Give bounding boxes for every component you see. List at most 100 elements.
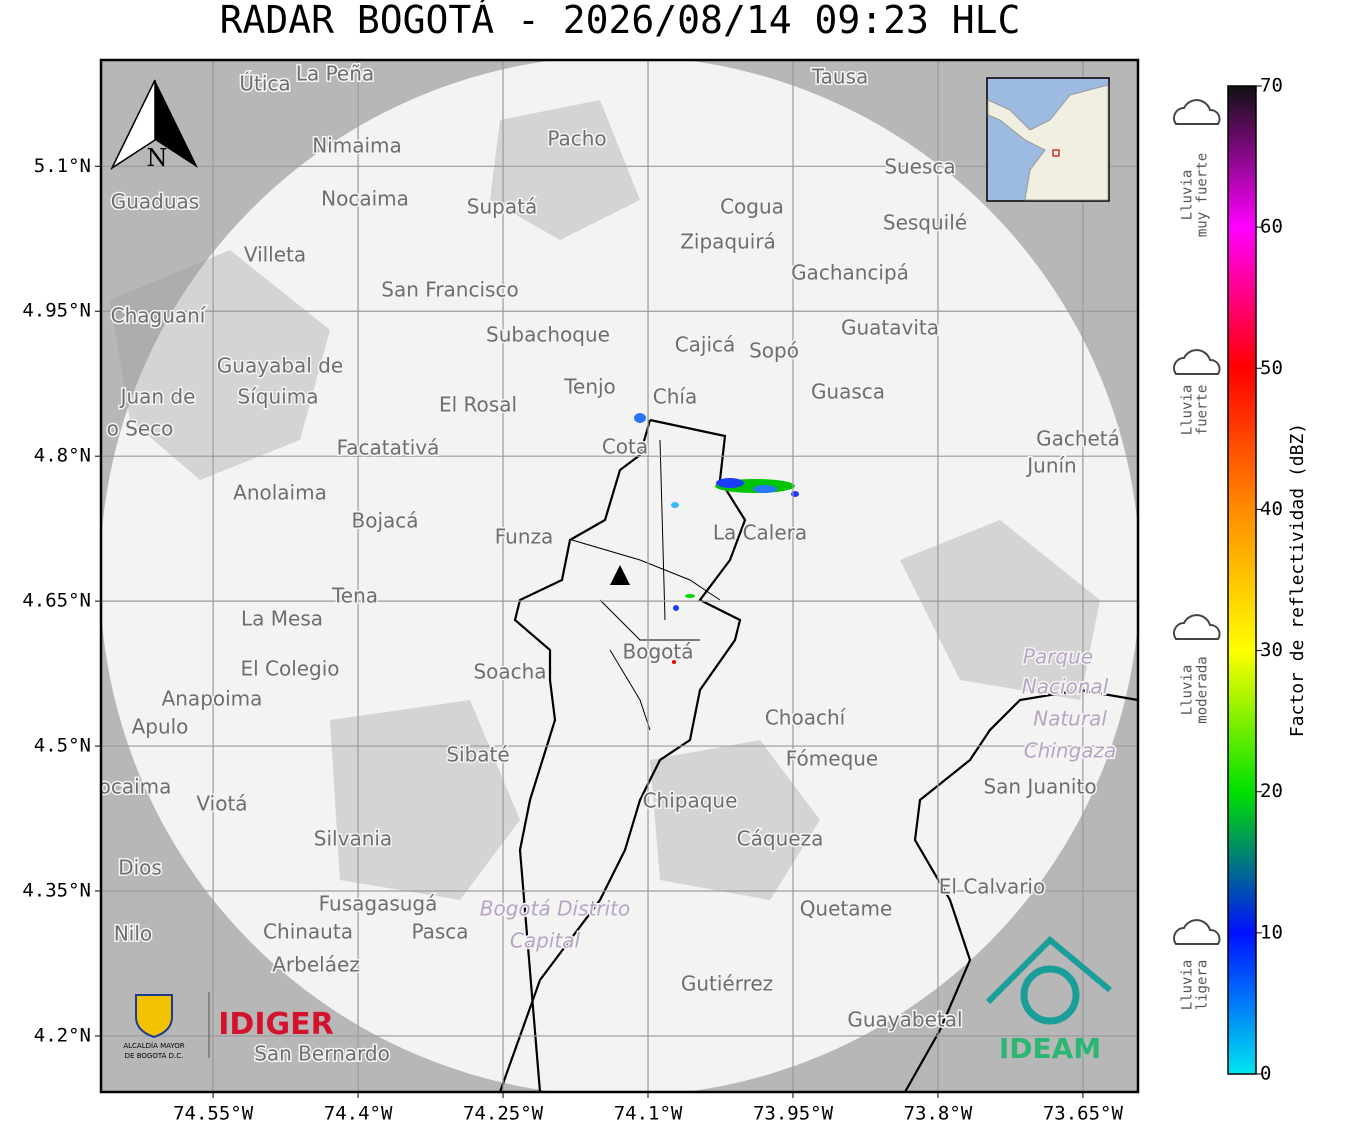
y-tick-label: 4.2°N (34, 1024, 91, 1046)
place-label: Zipaquirá (680, 230, 776, 254)
place-label: Anapoima (162, 687, 263, 711)
place-label: San Juanito (983, 775, 1096, 799)
place-label: Chingaza (1024, 739, 1117, 763)
place-label: Arbeláez (272, 953, 360, 977)
place-label: Sopó (749, 339, 799, 363)
colorbar-label: Factor de reflectividad (dBZ) (1287, 423, 1308, 737)
place-label: ocaima (99, 775, 172, 799)
place-label: Facatativá (337, 436, 440, 460)
echo (673, 605, 679, 611)
colorbar-tick-label: 40 (1260, 498, 1283, 520)
place-label: Guatavita (841, 316, 939, 340)
north-label: N (147, 144, 168, 172)
place-label: San Francisco (381, 278, 518, 302)
place-label: Silvania (314, 827, 392, 851)
rain-category-label: Lluvia (1180, 170, 1196, 221)
place-label: Cajicá (675, 333, 736, 357)
place-label: La Peña (296, 62, 374, 86)
place-label: Nilo (114, 922, 152, 946)
place-label: Guayabal de (217, 354, 343, 378)
place-label: Fómeque (786, 747, 879, 771)
place-label: Guaduas (111, 190, 199, 214)
place-label: Nimaima (312, 134, 402, 158)
rain-category-label: Lluvia (1180, 960, 1196, 1011)
place-label: Supatá (467, 195, 537, 219)
inset-map (986, 77, 1110, 202)
place-label: Dios (118, 856, 162, 880)
title: RADAR BOGOTÁ - 2026/08/14 09:23 HLC (220, 0, 1021, 42)
colorbar-tick-label: 50 (1260, 357, 1283, 379)
place-label: El Rosal (439, 393, 517, 417)
colorbar-tick-label: 30 (1260, 639, 1283, 661)
place-label: Chinauta (263, 920, 353, 944)
y-tick-label: 4.5°N (34, 735, 91, 757)
echo (716, 478, 744, 488)
place-label: Gachetá (1036, 427, 1120, 451)
place-label: Villeta (244, 243, 306, 267)
echo (753, 485, 777, 493)
place-label: Pacho (547, 127, 606, 151)
place-label: Pasca (411, 920, 468, 944)
echo (634, 413, 646, 423)
place-label: Chipaque (643, 789, 738, 813)
alcaldia-text: ALCALDÍA MAYOR (123, 1041, 184, 1050)
rain-category-label: muy fuerte (1195, 153, 1211, 237)
place-label: Quetame (800, 897, 893, 921)
place-label: Parque (1023, 645, 1093, 669)
place-label: Suesca (884, 155, 955, 179)
ideam-roof (985, 935, 1112, 1005)
colorbar-tick-label: 0 (1260, 1063, 1271, 1085)
boundaries (498, 418, 1138, 1092)
echo (671, 502, 679, 508)
echo (672, 660, 676, 664)
place-label: Nacional (1022, 675, 1109, 699)
place-label: o Seco (107, 417, 174, 441)
map-frame (99, 58, 1140, 1094)
inset-land (987, 84, 1109, 201)
place-label: El Colegio (240, 657, 339, 681)
colorbar-tick-label: 20 (1260, 780, 1283, 802)
rain-category-label: fuerte (1195, 385, 1211, 436)
place-label: Funza (495, 525, 554, 549)
place-label: Capital (510, 929, 581, 953)
x-tick-label: 74.1°W (614, 1103, 683, 1125)
inset-marker (1052, 149, 1060, 157)
echo (791, 491, 799, 497)
rain-icon (1173, 349, 1221, 375)
place-label: Nocaima (321, 187, 409, 211)
colorbar-tick-label: 70 (1260, 75, 1283, 97)
place-label: Tausa (811, 65, 869, 89)
place-label: La Calera (713, 521, 807, 545)
place-label: Sesquilé (883, 211, 967, 235)
place-label: Bojacá (351, 509, 418, 533)
alcaldia-logo: ALCALDÍA MAYOR DE BOGOTÁ D.C. IDIGER (123, 992, 334, 1060)
place-label: Viotá (196, 792, 247, 816)
place-label: Gachancipá (791, 261, 909, 285)
echo (685, 594, 695, 598)
alcaldia-text: DE BOGOTÁ D.C. (125, 1051, 184, 1060)
y-tick-label: 4.95°N (22, 300, 91, 322)
rain-icon (1173, 99, 1221, 125)
place-label: Guasca (811, 380, 885, 404)
place-label: Juan de (119, 385, 196, 409)
x-tick-label: 73.8°W (904, 1103, 973, 1125)
place-label: Junín (1025, 454, 1076, 478)
rain-icon (1173, 919, 1221, 945)
x-tick-label: 74.25°W (463, 1103, 544, 1125)
colorbar-tick-label: 60 (1260, 216, 1283, 238)
radar-echoes (634, 413, 799, 664)
y-tick-label: 4.35°N (22, 880, 91, 902)
place-label: La Mesa (241, 607, 323, 631)
place-label: Bogotá (623, 640, 694, 664)
place-label: Gutiérrez (681, 972, 773, 996)
place-label: San Bernardo (254, 1042, 390, 1066)
colorbar-tick-label: 10 (1260, 921, 1283, 943)
y-tick-label: 4.65°N (22, 590, 91, 612)
place-label: Fusagasugá (319, 892, 438, 916)
x-tick-label: 73.95°W (753, 1103, 834, 1125)
place-label: Síquima (238, 385, 319, 409)
place-label: Subachoque (486, 323, 610, 347)
